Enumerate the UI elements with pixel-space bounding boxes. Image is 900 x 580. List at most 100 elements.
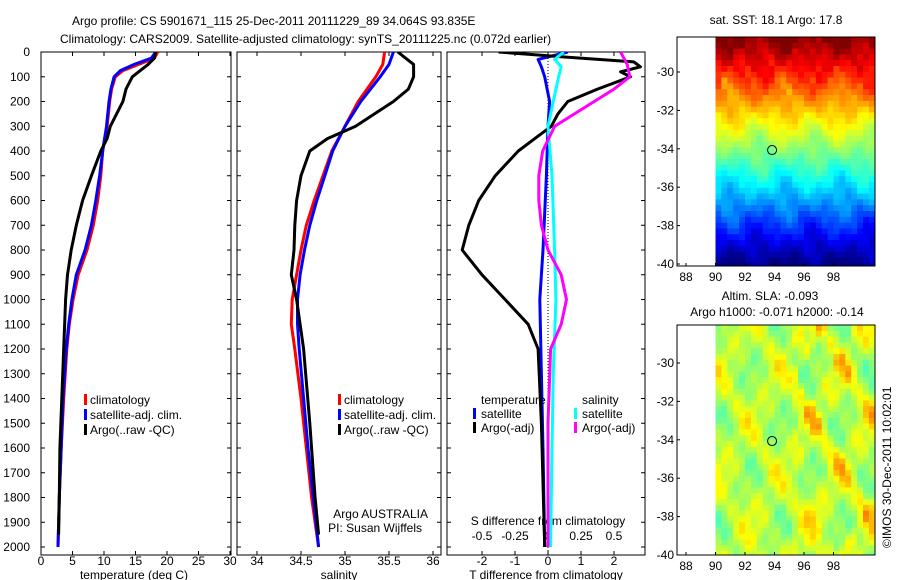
map-cell: [815, 245, 823, 252]
map-cell: [756, 452, 764, 459]
map-cell: [827, 95, 834, 102]
map-cell: [868, 435, 875, 442]
map-cell: [809, 533, 817, 540]
map-cell: [739, 48, 746, 55]
map-cell: [833, 348, 840, 355]
map-cell: [833, 153, 840, 160]
map-cell: [756, 71, 764, 78]
legend-label: Argo(-adj): [481, 421, 534, 435]
map-cell: [774, 377, 781, 384]
map-cell: [845, 336, 852, 343]
map-cell: [821, 48, 828, 55]
map-cell: [839, 66, 846, 73]
map-cell: [798, 528, 805, 535]
map-cell: [821, 187, 828, 194]
map-cell: [798, 112, 805, 119]
map-cell: [733, 342, 740, 349]
map-cell: [721, 77, 728, 84]
map-cell: [868, 423, 875, 430]
map-cell: [727, 77, 734, 84]
map-cell: [868, 234, 875, 241]
map-cell: [756, 100, 764, 107]
map-cell: [809, 263, 817, 266]
map-cell: [774, 441, 781, 448]
map-cell: [762, 377, 769, 384]
map-cell: [833, 263, 840, 266]
map-cell: [721, 464, 728, 471]
map-cell: [804, 464, 811, 471]
map-cell: [804, 354, 811, 361]
map-cell: [727, 383, 734, 390]
map-cell: [715, 89, 722, 96]
map-cell: [792, 365, 799, 372]
map-cell: [809, 257, 817, 264]
map-cell: [774, 100, 781, 107]
map-cell: [804, 499, 811, 506]
map-cell: [768, 245, 775, 252]
map-cell: [780, 100, 787, 107]
map-cell: [798, 164, 805, 171]
map-cell: [839, 545, 846, 552]
map-cell: [780, 222, 787, 229]
map-cell: [863, 193, 870, 200]
map-cell: [857, 464, 864, 471]
map-cell: [721, 263, 728, 266]
map-cell: [786, 170, 793, 177]
depth-tick-label: 400: [10, 144, 30, 158]
map-cell: [715, 199, 722, 206]
map-cell: [833, 60, 840, 67]
map-cell: [786, 245, 793, 252]
map-cell: [821, 240, 828, 247]
map-cell: [774, 216, 781, 223]
map-cell: [833, 545, 840, 552]
map-cell: [833, 388, 840, 395]
map-cell: [868, 359, 875, 366]
map-cell: [821, 417, 828, 424]
map-cell: [727, 234, 734, 241]
map-cell: [774, 106, 781, 113]
map-cell: [715, 205, 722, 212]
map-cell: [821, 83, 828, 90]
map-cell: [851, 228, 858, 235]
map-cell: [762, 475, 769, 482]
map-cell: [845, 325, 852, 332]
map-cell: [786, 193, 793, 200]
map-cell: [804, 441, 811, 448]
map-cell: [827, 251, 834, 258]
map-cell: [863, 54, 870, 61]
map-cell: [809, 359, 817, 366]
map-cell: [851, 37, 858, 44]
map-cell: [780, 435, 787, 442]
map-cell: [756, 216, 764, 223]
depth-tick-label: 1000: [3, 293, 30, 307]
map-cell: [839, 187, 846, 194]
map-cell: [821, 365, 828, 372]
map-cell: [863, 153, 870, 160]
lat-tick-label: -36: [657, 180, 675, 194]
map-cell: [733, 417, 740, 424]
map-cell: [827, 124, 834, 131]
depth-tick-label: 1400: [3, 392, 30, 406]
map-cell: [868, 348, 875, 355]
map-cell: [756, 164, 764, 171]
map-cell: [768, 251, 775, 258]
map-cell: [821, 446, 828, 453]
map-cell: [780, 458, 787, 465]
map-cell: [721, 60, 728, 67]
map-cell: [798, 446, 805, 453]
map-cell: [786, 216, 793, 223]
map-cell: [721, 499, 728, 506]
map-cell: [750, 528, 758, 535]
map-cell: [762, 48, 769, 55]
map-cell: [857, 441, 864, 448]
map-cell: [733, 216, 740, 223]
map-cell: [727, 516, 734, 523]
map-cell: [768, 458, 775, 465]
map-cell: [733, 54, 740, 61]
map-cell: [821, 211, 828, 218]
map-cell: [792, 100, 799, 107]
map-cell: [792, 446, 799, 453]
map-cell: [821, 222, 828, 229]
map-cell: [857, 417, 864, 424]
